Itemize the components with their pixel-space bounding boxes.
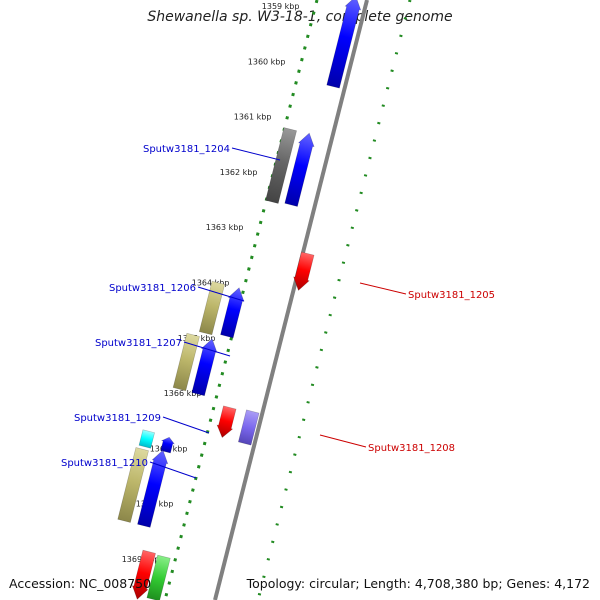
green-feature	[146, 554, 171, 600]
genome-backbone	[213, 0, 369, 600]
gene-leader-line	[197, 286, 245, 302]
kbp-tick-label: 1361 kbp	[234, 113, 272, 122]
features	[117, 0, 362, 600]
cds-forward	[326, 0, 362, 89]
dotted-rings	[163, 0, 412, 600]
cds-forward	[160, 436, 176, 454]
cds-forward	[284, 132, 315, 207]
gene-leader-line	[359, 282, 407, 295]
cds-reverse	[131, 549, 156, 600]
kbp-tick-label: 1364 kbp	[192, 279, 230, 288]
cyan-feature	[138, 429, 155, 449]
gene-label-sputw3181-1205[interactable]: Sputw3181_1205	[408, 290, 495, 301]
topology-text: Topology: circular; Length: 4,708,380 bp…	[246, 576, 590, 591]
lavender-feature	[237, 409, 260, 446]
gene-leader-line	[319, 434, 367, 448]
gene-label-sputw3181-1204[interactable]: Sputw3181_1204	[143, 144, 230, 155]
gene-leader-line	[162, 416, 210, 434]
gene-label-sputw3181-1207[interactable]: Sputw3181_1207	[95, 338, 182, 349]
gene-labels: Sputw3181_1204 Sputw3181_1205 Sputw3181_12…	[61, 144, 495, 479]
kbp-tick-label: 1366 kbp	[164, 389, 202, 398]
gray-feature	[265, 127, 297, 204]
kbp-tick-label: 1360 kbp	[248, 57, 286, 66]
dotted-ring-2	[256, 0, 412, 600]
gene-leader-line	[231, 147, 281, 161]
gene-label-sputw3181-1206[interactable]: Sputw3181_1206	[109, 283, 196, 294]
kbp-tick-label: 1363 kbp	[206, 223, 244, 232]
tan-feature	[172, 332, 200, 392]
tan-feature	[117, 447, 149, 523]
kbp-tick-label: 1369 kbp	[122, 555, 160, 564]
gene-label-sputw3181-1209[interactable]: Sputw3181_1209	[74, 413, 161, 424]
cds-reverse	[216, 405, 237, 439]
accession-text: Accession: NC_008750	[9, 576, 152, 591]
tan-feature	[198, 280, 226, 336]
page-title: Shewanella sp. W3-18-1, complete genome	[147, 9, 453, 25]
gene-leader-line	[183, 341, 231, 357]
cds-forward	[137, 449, 169, 528]
gene-label-sputw3181-1210[interactable]: Sputw3181_1210	[61, 458, 148, 469]
kbp-tick-label: 1362 kbp	[220, 168, 258, 177]
cds-reverse	[293, 251, 315, 291]
gene-leader-line	[149, 461, 197, 479]
kbp-tick-label: 1359 kbp	[262, 2, 300, 11]
gene-label-sputw3181-1208[interactable]: Sputw3181_1208	[368, 443, 455, 454]
